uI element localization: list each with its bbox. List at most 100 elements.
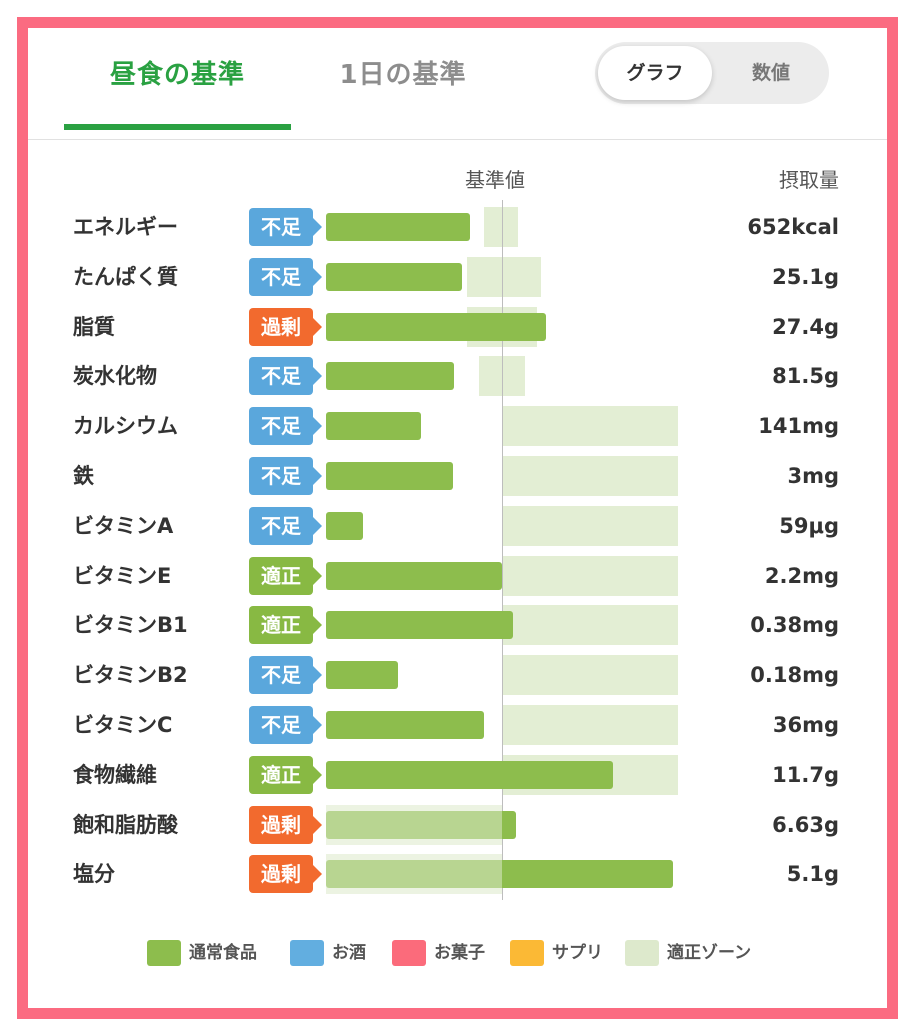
legend-swatch: [625, 940, 659, 966]
view-toggle[interactable]: グラフ 数値: [595, 42, 829, 104]
intake-value: 0.38mg: [750, 613, 839, 637]
intake-value: 652kcal: [747, 215, 839, 239]
intake-bar: [326, 412, 422, 440]
intake-value: 25.1g: [772, 265, 839, 289]
intake-header: 摂取量: [779, 168, 839, 192]
intake-value: 81.5g: [772, 364, 839, 388]
reference-line: [502, 200, 503, 900]
intake-value: 59μg: [779, 514, 839, 538]
intake-bar: [326, 213, 471, 241]
nutrient-row: ビタミンC 不足 36mg: [28, 703, 887, 747]
nutrient-row: 脂質 過剰 27.4g: [28, 305, 887, 349]
status-badge: 不足: [249, 457, 322, 495]
intake-value: 141mg: [758, 414, 839, 438]
nutrient-name: ビタミンE: [73, 564, 172, 588]
status-badge: 適正: [249, 756, 322, 794]
optimal-zone: [326, 805, 502, 845]
nutrient-name: たんぱく質: [73, 265, 178, 289]
reference-header: 基準値: [465, 168, 525, 192]
intake-value: 0.18mg: [750, 663, 839, 687]
nutrient-name: エネルギー: [73, 215, 178, 239]
optimal-zone: [466, 257, 541, 297]
intake-bar: [326, 611, 513, 639]
nutrient-name: ビタミンC: [73, 713, 173, 737]
legend-swatch: [290, 940, 324, 966]
status-badge: 適正: [249, 606, 322, 644]
legend-label: サプリ: [552, 943, 603, 963]
optimal-zone: [502, 456, 678, 496]
intake-bar: [326, 512, 363, 540]
nutrient-name: 食物繊維: [73, 763, 157, 787]
legend: 通常食品 お酒 お菓子 サプリ 適正ゾーン: [28, 933, 887, 973]
nutrient-row: 飽和脂肪酸 過剰 6.63g: [28, 803, 887, 847]
optimal-zone: [484, 207, 518, 247]
legend-label: お菓子: [434, 943, 485, 963]
status-badge: 不足: [249, 656, 322, 694]
status-badge: 不足: [249, 357, 322, 395]
optimal-zone: [502, 605, 678, 645]
status-badge: 不足: [249, 507, 322, 545]
optimal-zone: [502, 556, 678, 596]
intake-value: 11.7g: [772, 763, 839, 787]
status-badge: 不足: [249, 706, 322, 744]
intake-value: 5.1g: [786, 862, 839, 886]
intake-bar: [326, 661, 399, 689]
legend-swatch: [510, 940, 544, 966]
nutrient-name: ビタミンA: [73, 514, 174, 538]
status-badge: 不足: [249, 258, 322, 296]
intake-bar: [326, 362, 455, 390]
nutrient-row: カルシウム 不足 141mg: [28, 404, 887, 448]
tab-bar: 昼食の基準 1日の基準 グラフ 数値: [28, 28, 887, 140]
intake-value: 3mg: [787, 464, 839, 488]
nutrient-name: 炭水化物: [73, 364, 157, 388]
nutrient-row: 鉄 不足 3mg: [28, 454, 887, 498]
optimal-zone: [326, 854, 502, 894]
status-badge: 過剰: [249, 806, 322, 844]
intake-bar: [326, 313, 546, 341]
nutrient-name: 飽和脂肪酸: [73, 813, 178, 837]
nutrient-row: エネルギー 不足 652kcal: [28, 205, 887, 249]
optimal-zone: [479, 356, 525, 396]
nutrient-name: 脂質: [73, 315, 115, 339]
nutrient-name: カルシウム: [73, 414, 178, 438]
nutrient-name: ビタミンB1: [73, 613, 188, 637]
graph-view-button[interactable]: グラフ: [598, 46, 712, 100]
tab-daily-standard[interactable]: 1日の基準: [339, 60, 467, 90]
status-badge: 適正: [249, 557, 322, 595]
intake-value: 2.2mg: [764, 564, 839, 588]
intake-bar: [326, 711, 485, 739]
nutrient-name: 鉄: [73, 464, 94, 488]
nutrient-name: ビタミンB2: [73, 663, 188, 687]
nutrient-row: たんぱく質 不足 25.1g: [28, 255, 887, 299]
intake-bar: [326, 462, 453, 490]
legend-label: お酒: [332, 943, 366, 963]
optimal-zone: [502, 506, 678, 546]
legend-label: 通常食品: [189, 943, 257, 963]
status-badge: 不足: [249, 208, 322, 246]
nutrient-row: ビタミンA 不足 59μg: [28, 504, 887, 548]
intake-value: 36mg: [772, 713, 839, 737]
status-badge: 不足: [249, 407, 322, 445]
intake-bar: [326, 761, 613, 789]
tab-lunch-standard[interactable]: 昼食の基準: [109, 60, 245, 90]
intake-bar: [326, 263, 462, 291]
intake-value: 6.63g: [772, 813, 839, 837]
optimal-zone: [502, 406, 678, 446]
nutrient-row: ビタミンB1 適正 0.38mg: [28, 603, 887, 647]
nutrient-row: ビタミンE 適正 2.2mg: [28, 554, 887, 598]
legend-swatch: [392, 940, 426, 966]
nutrient-row: 塩分 過剰 5.1g: [28, 852, 887, 896]
legend-swatch: [147, 940, 181, 966]
nutrient-name: 塩分: [73, 862, 115, 886]
intake-bar: [326, 562, 502, 590]
active-tab-indicator: [64, 124, 291, 130]
status-badge: 過剰: [249, 308, 322, 346]
number-view-button[interactable]: 数値: [751, 62, 790, 84]
nutrient-row: ビタミンB2 不足 0.18mg: [28, 653, 887, 697]
nutrition-panel: 昼食の基準 1日の基準 グラフ 数値 基準値 摂取量 エネルギー 不足 652kca…: [17, 17, 898, 1019]
optimal-zone: [502, 705, 678, 745]
optimal-zone: [502, 655, 678, 695]
legend-label: 適正ゾーン: [667, 943, 752, 963]
nutrient-row: 食物繊維 適正 11.7g: [28, 753, 887, 797]
status-badge: 過剰: [249, 855, 322, 893]
